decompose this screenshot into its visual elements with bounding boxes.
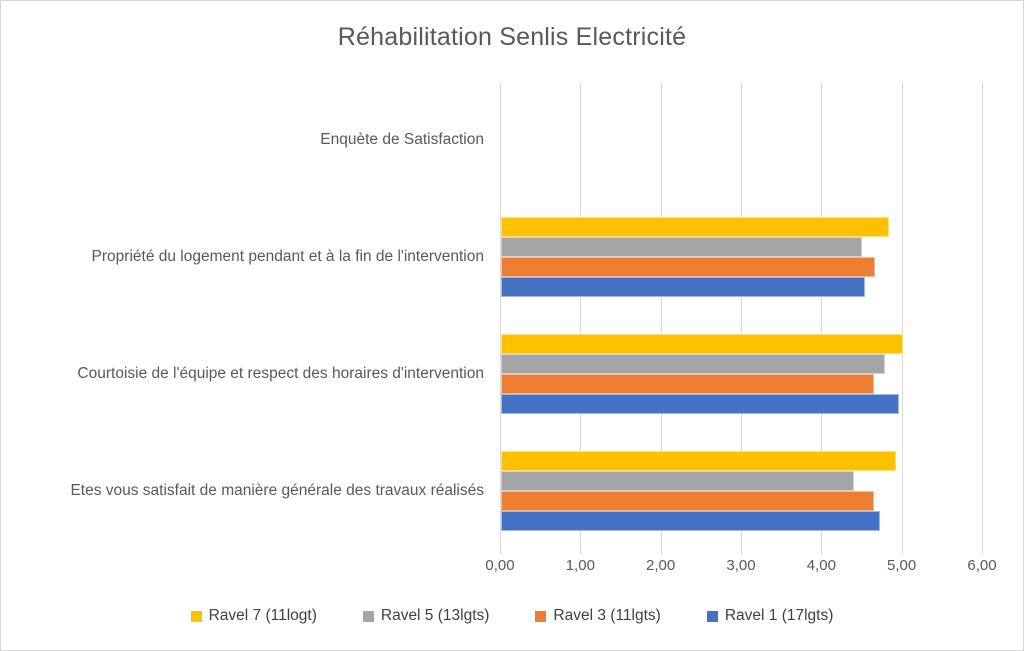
x-tick-label-5: 5,00 [887,557,917,574]
legend: Ravel 7 (11logt) Ravel 5 (13lgts) Ravel … [1,603,1023,629]
bar-ravel-7-cat2 [501,333,903,354]
gridline-x-4 [821,82,823,549]
bar-ravel-5-cat1 [501,237,862,258]
x-tick-label-0: 0,00 [485,557,515,574]
legend-label-ravel3: Ravel 3 (11lgts) [553,607,661,624]
bar-ravel-7-cat1 [501,217,889,238]
x-tick-label-1: 1,00 [565,557,595,574]
x-tick-label-2: 2,00 [646,557,676,574]
axis-tick-5 [901,549,903,554]
legend-label-ravel5: Ravel 5 (13lgts) [380,607,490,624]
x-tick-label-4: 4,00 [806,557,836,574]
bar-ravel-1-cat1 [501,277,865,298]
bar-ravel-1-cat3 [501,510,881,531]
legend-swatch-ravel3 [535,610,547,622]
legend-item-ravel1: Ravel 1 (17lgts) [706,607,834,625]
legend-label-ravel1: Ravel 1 (17lgts) [724,607,834,624]
axis-tick-3 [741,549,742,554]
gridline-x-3 [741,82,742,549]
axis-tick-0 [500,549,501,554]
legend-item-ravel5: Ravel 5 (13lgts) [362,607,490,625]
gridline-x-1 [580,82,582,549]
category-label-0: Enquète de Satisfaction [320,131,484,149]
legend-label-ravel7: Ravel 7 (11logt) [208,607,317,624]
x-tick-label-6: 6,00 [967,557,997,574]
category-label-2: Courtoisie de l'équipe et respect des ho… [77,364,484,382]
legend-swatch-ravel5 [362,610,374,622]
gridline-x-5 [901,82,903,549]
axis-tick-2 [660,549,662,554]
legend-swatch-ravel1 [706,610,718,622]
gridline-x-6 [982,82,983,549]
gridline-x-0 [500,82,501,549]
gridline-x-2 [660,82,662,549]
bar-ravel-3-cat2 [501,373,874,394]
bar-ravel-1-cat2 [501,393,899,414]
legend-item-ravel3: Ravel 3 (11lgts) [535,607,661,625]
category-label-3: Etes vous satisfait de manière générale … [70,481,484,499]
bar-ravel-5-cat2 [501,353,885,374]
axis-tick-6 [982,549,983,554]
chart-title: Réhabilitation Senlis Electricité [337,23,687,51]
bar-ravel-5-cat3 [501,470,855,491]
category-label-1: Propriété du logement pendant et à la fi… [91,248,484,266]
bar-ravel-7-cat3 [501,450,897,471]
bar-ravel-3-cat3 [501,490,874,511]
bar-ravel-3-cat1 [501,257,875,278]
axis-tick-4 [821,549,823,554]
x-tick-label-3: 3,00 [726,557,756,574]
legend-item-ravel7: Ravel 7 (11logt) [190,607,317,625]
axis-tick-1 [580,549,582,554]
legend-swatch-ravel7 [190,610,202,622]
